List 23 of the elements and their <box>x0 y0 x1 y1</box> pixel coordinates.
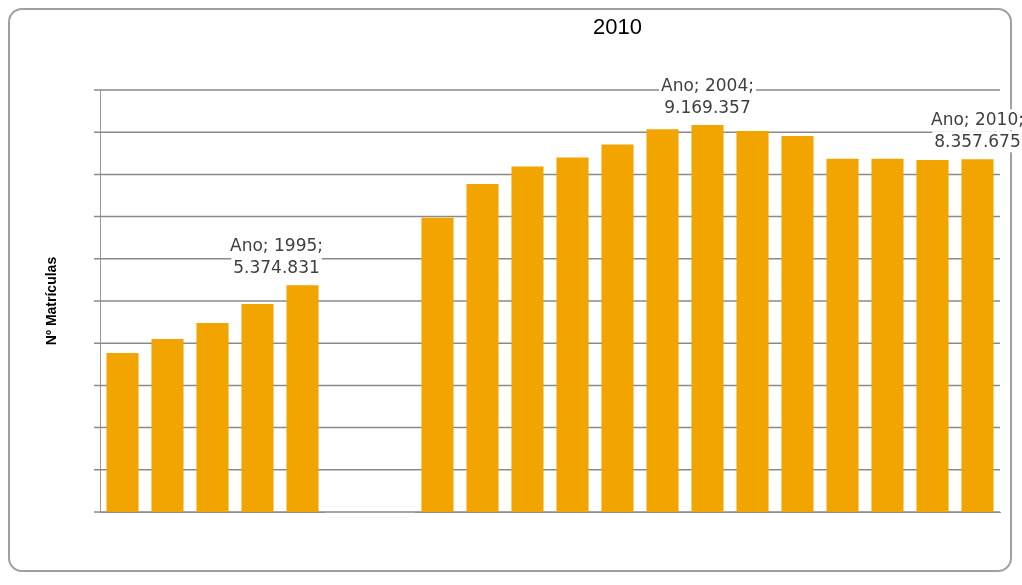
bar <box>106 352 139 512</box>
data-label: Ano; 2010; 8.357.675 <box>931 109 1022 152</box>
bar <box>781 136 814 512</box>
bar <box>691 125 724 512</box>
bar <box>556 157 589 512</box>
bar <box>916 160 949 512</box>
chart-title: 2010 <box>592 13 643 41</box>
bar <box>646 129 679 512</box>
bar <box>421 217 454 512</box>
bar <box>826 158 859 512</box>
bar <box>871 158 904 512</box>
data-label: Ano; 2004; 9.169.357 <box>661 74 754 117</box>
bar <box>196 322 229 512</box>
bar <box>466 184 499 512</box>
bar <box>286 285 319 512</box>
bar <box>601 144 634 512</box>
bar <box>736 130 769 512</box>
bar <box>241 303 274 512</box>
y-axis-title: Nº Matrículas <box>43 256 60 346</box>
bar <box>961 159 994 512</box>
data-label: Ano; 1995; 5.374.831 <box>230 235 324 278</box>
bar <box>151 338 184 512</box>
bar <box>511 166 544 512</box>
